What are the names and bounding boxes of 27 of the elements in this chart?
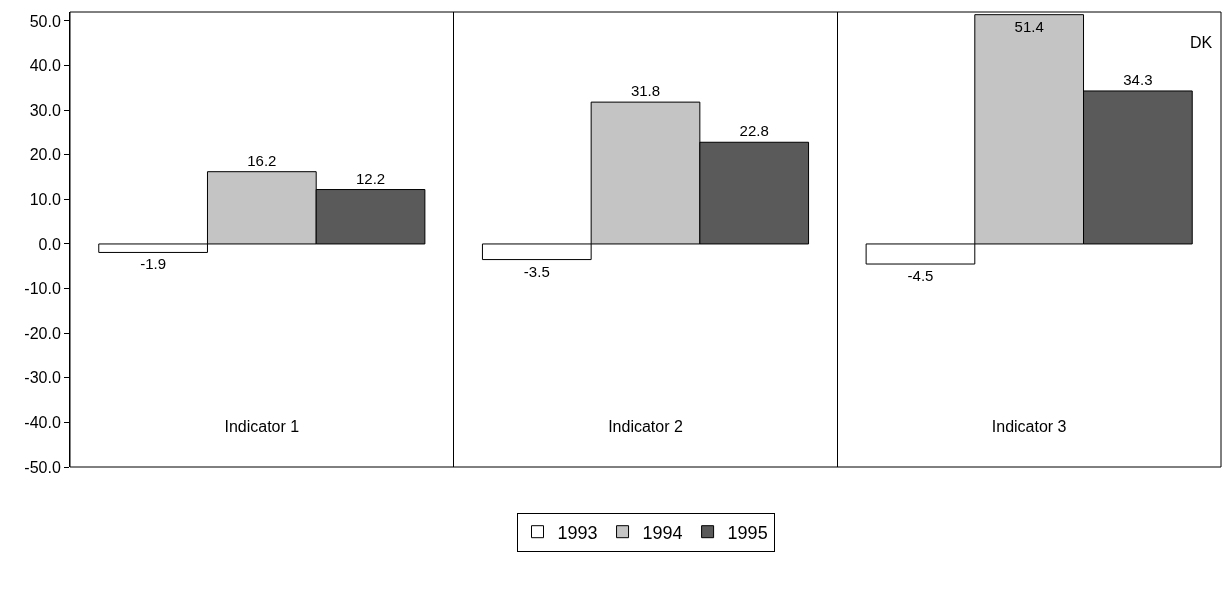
y-tick-label: -50.0 xyxy=(24,458,61,476)
legend-label: 1994 xyxy=(642,522,683,543)
y-tick-label: 50.0 xyxy=(29,12,61,30)
x-tick-label: Indicator 1 xyxy=(224,417,300,435)
y-tick-label: -30.0 xyxy=(24,369,61,387)
data-label: 31.8 xyxy=(630,82,661,100)
x-tick-label: Indicator 3 xyxy=(991,417,1067,435)
legend-label: 1995 xyxy=(727,522,768,543)
data-label: -1.9 xyxy=(140,255,167,273)
data-label: 16.2 xyxy=(247,151,277,169)
legend-label: 1993 xyxy=(557,522,598,543)
y-tick-label: 40.0 xyxy=(29,57,61,75)
data-label: -4.5 xyxy=(907,267,934,285)
annotation: DK xyxy=(1190,34,1213,51)
data-label: 22.8 xyxy=(739,122,769,140)
y-tick-label: 30.0 xyxy=(29,101,61,119)
data-label: 34.3 xyxy=(1123,70,1153,88)
y-tick-label: -20.0 xyxy=(24,324,61,342)
y-tick-label: 0.0 xyxy=(38,235,61,253)
y-tick-label: -10.0 xyxy=(24,280,61,298)
data-label: -3.5 xyxy=(523,262,550,280)
y-tick-label: 10.0 xyxy=(29,190,61,208)
data-label: 51.4 xyxy=(1014,17,1044,35)
y-tick-label: -40.0 xyxy=(24,413,61,431)
y-tick-label: 20.0 xyxy=(29,146,61,164)
data-label: 12.2 xyxy=(355,169,386,187)
x-tick-label: Indicator 2 xyxy=(608,417,683,435)
